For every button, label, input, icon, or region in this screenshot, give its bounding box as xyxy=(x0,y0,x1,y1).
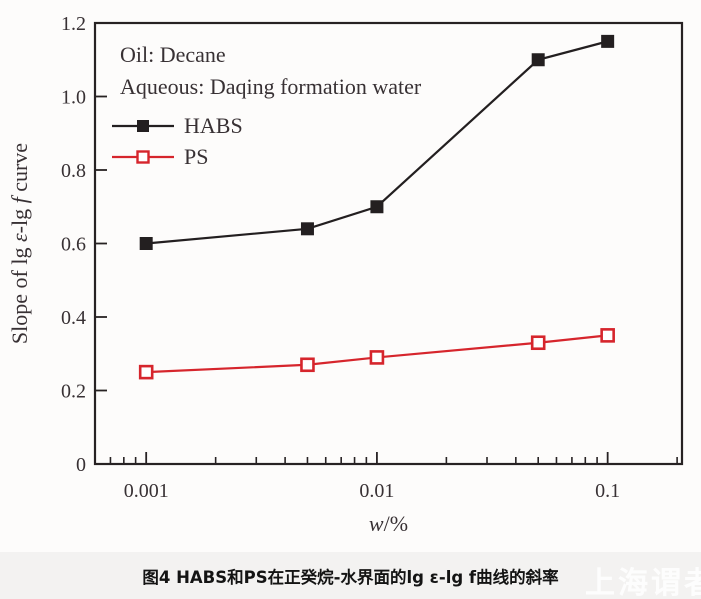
y-axis-tick-label: 1.0 xyxy=(61,87,86,109)
series-ps-marker xyxy=(600,328,615,343)
chart-region: 0 0.2 0.4 0.6 0.8 1.0 1.2 0.001 0.01 0.1 w/% Slope … xyxy=(7,13,684,536)
y-axis-tick-label: 0.8 xyxy=(61,160,86,182)
series-ps-marker xyxy=(530,335,546,351)
series-ps-marker xyxy=(138,364,154,380)
series-ps-marker xyxy=(300,357,315,373)
series-ps-marker xyxy=(369,350,385,365)
y-axis-tick-label: 0 xyxy=(76,454,86,476)
y-axis-label: Slope of lg ε-lg f curve xyxy=(7,143,32,344)
series-habs-marker xyxy=(601,34,615,48)
legend-label-ps: PS xyxy=(184,144,208,169)
y-axis-tick-label: 1.2 xyxy=(61,13,86,35)
annotation-line-2: Aqueous: Daqing formation water xyxy=(120,74,422,99)
series-habs-marker xyxy=(370,200,384,214)
plot-border xyxy=(93,21,684,466)
figure-caption: 图4 HABS和PS在正癸烷-水界面的lg ε-lg f曲线的斜率 xyxy=(142,567,559,587)
caption-bar: 图4 HABS和PS在正癸烷-水界面的lg ε-lg f曲线的斜率 上海谓者 xyxy=(0,552,701,599)
series-habs-marker xyxy=(300,222,314,236)
line-chart: 0 0.2 0.4 0.6 0.8 1.0 1.2 0.001 0.01 0.1 w/% Slope … xyxy=(7,13,684,536)
x-axis-tick-label: 0.01 xyxy=(359,480,394,502)
y-axis-tick-label: 0.4 xyxy=(61,307,86,329)
y-axis-tick-label: 0.6 xyxy=(61,234,86,256)
x-axis-tick-label: 0.001 xyxy=(124,480,169,502)
legend-label-habs: HABS xyxy=(184,113,243,138)
series-habs-marker xyxy=(531,53,545,67)
y-axis-tick-label: 0.2 xyxy=(61,381,86,403)
legend-marker-ps xyxy=(136,150,150,164)
series-habs-marker xyxy=(139,237,153,250)
x-axis-label: w/% xyxy=(369,511,408,536)
x-axis-tick-label: 0.1 xyxy=(595,480,620,502)
legend-marker-habs xyxy=(137,120,149,132)
watermark: 上海谓者 xyxy=(585,566,701,599)
annotation-line-1: Oil: Decane xyxy=(120,42,226,67)
